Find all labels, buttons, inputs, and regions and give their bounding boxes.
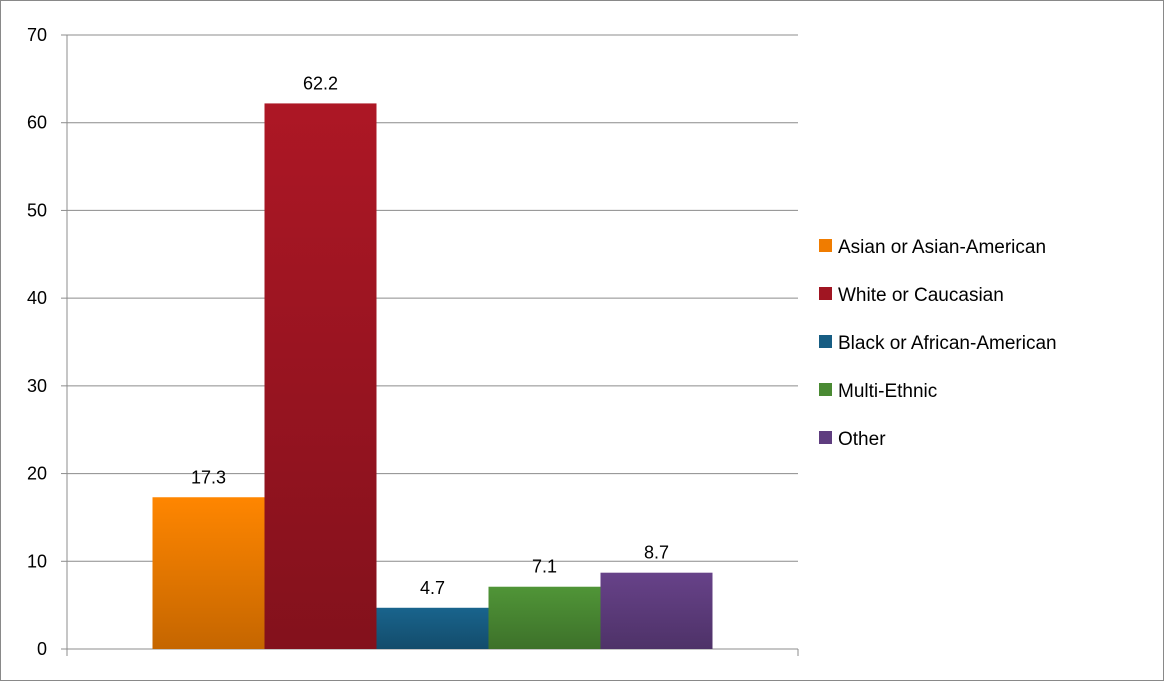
gridlines [67,34,798,562]
legend-label: Black or African-American [838,333,1057,354]
data-label: 7.1 [532,557,557,577]
data-labels: 17.3 62.2 4.7 7.1 8.7 [191,73,669,597]
legend-label: Asian or Asian-American [838,237,1046,258]
legend-swatch [819,239,832,252]
bar-white-or-caucasian [264,103,377,650]
y-tick-label: 50 [27,200,47,220]
legend: Asian or Asian-American White or Caucasia… [819,237,1057,450]
data-label: 17.3 [191,467,226,487]
y-tick-label: 0 [37,639,47,659]
bar-asian-or-asian-american [152,497,265,649]
data-label: 4.7 [420,578,445,598]
legend-swatch [819,431,832,444]
bar-multi-ethnic [488,586,601,649]
bar-black-or-african-american [376,607,489,649]
data-label: 8.7 [644,543,669,563]
data-label: 62.2 [303,73,338,93]
y-tick-label: 30 [27,376,47,396]
y-tick-label: 60 [27,113,47,133]
legend-label: Multi-Ethnic [838,381,937,402]
bars [152,103,713,650]
y-tick-label: 20 [27,464,47,484]
legend-label: Other [838,429,886,450]
legend-swatch [819,383,832,396]
legend-swatch [819,335,832,348]
y-tick-label: 40 [27,288,47,308]
bar-other [600,572,713,649]
axes: 0 10 20 30 40 50 60 70 [27,25,799,659]
y-tick-label: 10 [27,551,47,571]
legend-label: White or Caucasian [838,285,1004,306]
y-tick-label: 70 [27,25,47,45]
legend-swatch [819,287,832,300]
